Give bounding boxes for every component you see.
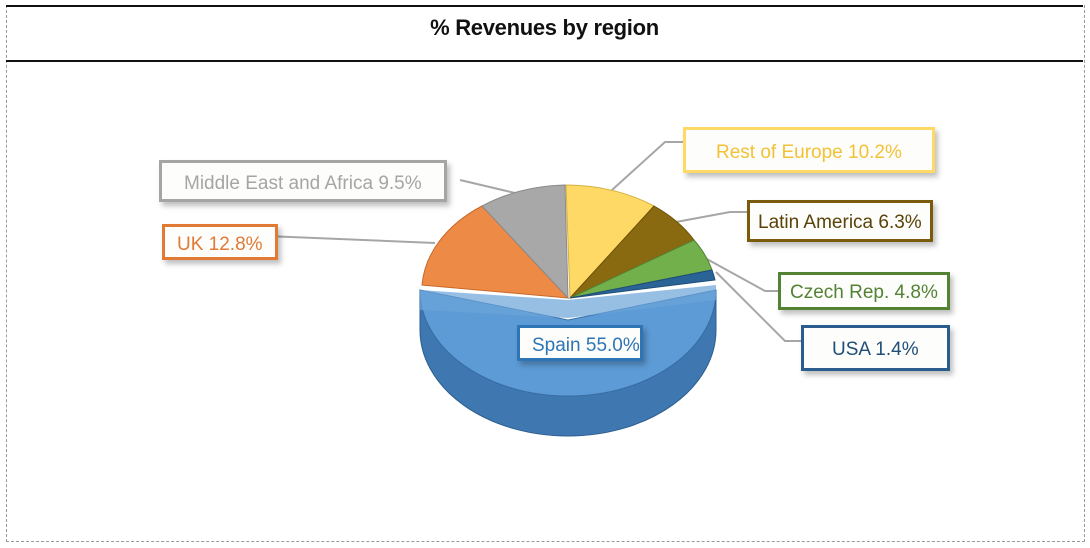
pie-slice-usa[interactable] (569, 269, 716, 299)
leader-lines (265, 141, 802, 342)
data-label-middle-east-africa: Middle East and Africa 9.5% (159, 160, 447, 202)
chart-frame (6, 5, 1085, 542)
chart-title-band: % Revenues by region (6, 5, 1083, 62)
pie-slice-rest-of-europe[interactable] (565, 184, 655, 300)
data-label-uk: UK 12.8% (162, 224, 278, 260)
pie-slice-middle-east-africa[interactable] (481, 184, 569, 300)
data-label-latin-america: Latin America 6.3% (747, 200, 933, 242)
chart-title: % Revenues by region (430, 15, 659, 40)
pie-slice-uk[interactable] (421, 205, 570, 299)
data-label-rest-of-europe: Rest of Europe 10.2% (683, 127, 935, 173)
data-label-usa: USA 1.4% (801, 325, 950, 371)
data-label-spain: Spain 55.0% (517, 325, 643, 361)
data-label-czech-rep: Czech Rep. 4.8% (778, 272, 950, 310)
